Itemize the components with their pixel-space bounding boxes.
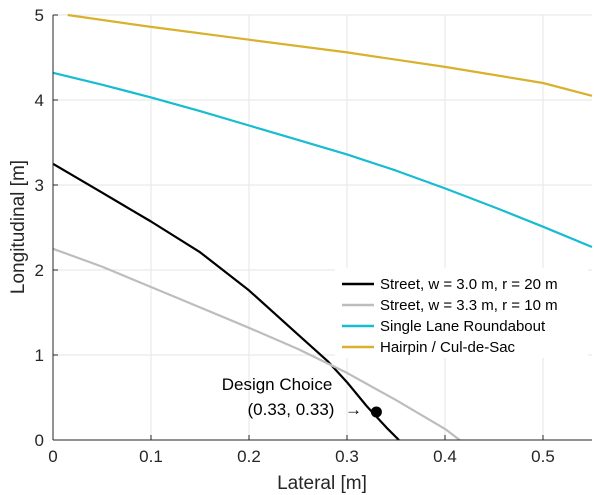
x-tick-label: 0.1 <box>139 447 163 466</box>
y-tick-label: 3 <box>35 176 44 195</box>
x-axis-label: Lateral [m] <box>277 473 367 494</box>
legend-label-2: Street, w = 3.3 m, r = 10 m <box>380 297 558 314</box>
legend-box <box>335 268 588 358</box>
series-line-3 <box>52 71 593 249</box>
series-line-4 <box>67 13 593 97</box>
legend-label-1: Street, w = 3.0 m, r = 20 m <box>380 276 558 293</box>
annotation-arrow: → <box>345 400 362 419</box>
x-tick-label: 0.3 <box>335 447 359 466</box>
legend-label-4: Hairpin / Cul-de-Sac <box>380 339 516 356</box>
x-tick-label: 0 <box>48 447 57 466</box>
axes <box>52 14 592 441</box>
x-tick-label: 0.2 <box>237 447 261 466</box>
legend-label-3: Single Lane Roundabout <box>380 318 546 335</box>
plot-background <box>53 15 592 440</box>
annotation-title: Design Choice <box>222 375 333 394</box>
series-line-2 <box>52 247 461 441</box>
y-tick-label: 1 <box>35 346 44 365</box>
legend: Street, w = 3.0 m, r = 20 m Street, w = 3… <box>335 268 588 358</box>
annotation-coordinates: (0.33, 0.33) <box>248 400 335 419</box>
x-tick-label: 0.5 <box>531 447 555 466</box>
y-tick-label: 0 <box>35 431 44 450</box>
x-tick-label: 0.4 <box>433 447 457 466</box>
tick-labels: 0 0.1 0.2 0.3 0.4 0.5 0 1 2 3 4 5 <box>35 6 555 466</box>
y-tick-label: 4 <box>35 91 44 110</box>
y-tick-label: 2 <box>35 261 44 280</box>
design-choice-annotation: Design Choice (0.33, 0.33) → <box>222 375 382 419</box>
design-choice-point <box>370 406 382 418</box>
y-tick-label: 5 <box>35 6 44 25</box>
y-axis-label: Longitudinal [m] <box>8 160 29 294</box>
